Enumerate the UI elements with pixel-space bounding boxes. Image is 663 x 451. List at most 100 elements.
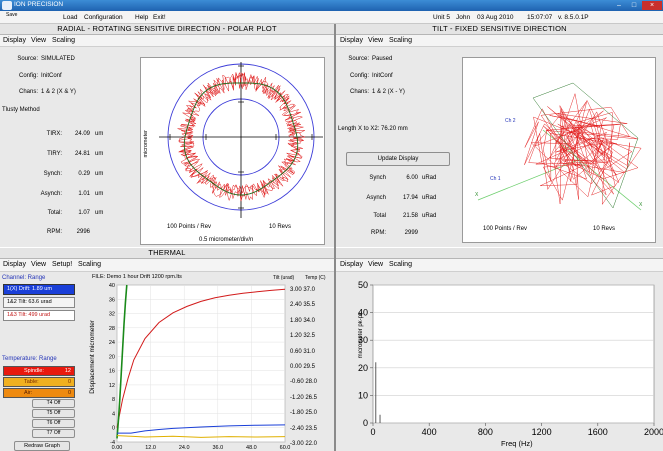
tilt-green-trace: [532, 82, 639, 209]
channel-2-button[interactable]: 1&2 Tilt: 63.6 urad: [3, 297, 75, 308]
tilt-row-label: Synch: [369, 175, 386, 181]
tilt-source-label: Source:: [348, 56, 369, 62]
thermal-chart-panel: FILE: Demo 1 hour Drift 1200 rpm.lts Til…: [88, 272, 334, 451]
temp-air[interactable]: Air: 0: [3, 388, 75, 398]
y-tick-label: 0: [363, 418, 368, 428]
radial-source: SIMULATED: [41, 56, 75, 62]
y-tick-label: 40: [358, 308, 368, 318]
window-title: ION PRECISION: [14, 1, 64, 8]
radial-menu-display[interactable]: Display: [3, 37, 26, 44]
menu-help[interactable]: Help: [135, 14, 149, 21]
tilt-menu: Display View Scaling: [336, 35, 663, 47]
minimize-icon[interactable]: –: [617, 2, 621, 9]
right-axis-label: 0.60 31.0: [290, 348, 316, 355]
menu-configuration[interactable]: Configuration: [84, 14, 123, 21]
vertical-divider[interactable]: [334, 24, 336, 451]
thermal-menu-display[interactable]: Display: [3, 261, 26, 268]
tilt-menu-scaling[interactable]: Scaling: [389, 37, 412, 44]
thermal-menu-setup[interactable]: Setup!: [52, 261, 73, 268]
channel-1-button[interactable]: 1(X) Drift: 1.89 um: [3, 284, 75, 295]
right-axis-label: -1.80 25.0: [290, 410, 318, 417]
tilt-plot-graphic: [477, 82, 642, 211]
right-axis-label: 1.80 34.0: [290, 317, 316, 324]
temp-table[interactable]: Table: 0: [3, 377, 75, 387]
maximize-icon[interactable]: □: [631, 2, 637, 9]
y-tick-label: 20: [358, 363, 368, 373]
tilt-urad-header: Tilt (urad): [273, 275, 295, 281]
thermal-menu-view[interactable]: View: [31, 261, 47, 268]
tilt-header: TILT - FIXED SENSITIVE DIRECTION: [336, 24, 663, 35]
tilt-row-unit: uRad: [422, 175, 437, 181]
polar-revs-label: 10 Revs: [269, 224, 292, 230]
tilt-row-value: 6.00: [406, 175, 418, 181]
radial-header: RADIAL - ROTATING SENSITIVE DIRECTION - …: [0, 24, 334, 35]
t5-off-button[interactable]: T5 Off: [32, 409, 75, 418]
thermal-file-label: FILE: Demo 1 hour Drift 1200 rpm.lts: [92, 274, 182, 280]
menu-exit[interactable]: Exit!: [153, 14, 166, 21]
radial-source-label: Source:: [17, 56, 38, 62]
series-line: [117, 424, 286, 434]
right-axis-label: -2.40 23.5: [290, 425, 318, 432]
series-line: [116, 435, 286, 438]
update-display-button[interactable]: Update Display: [346, 152, 450, 166]
series-line: [116, 288, 286, 428]
thermal-menu: Display View Setup! Scaling: [0, 259, 334, 272]
spectrum-menu-scaling[interactable]: Scaling: [389, 261, 412, 268]
radial-menu: Display View Scaling: [0, 35, 334, 47]
radial-menu-scaling[interactable]: Scaling: [52, 37, 75, 44]
spectrum-chart: 50 40 30 20 10 00 400 800 1200 1600 2000: [358, 280, 663, 437]
tilt-plot: Ch 1 Ch 2 X X 100 Points / Rev 10 Revs: [462, 57, 656, 243]
t6-off-button[interactable]: T6 Off: [32, 419, 75, 428]
y-tick-label: -4: [110, 440, 115, 446]
y-tick-label: 16: [109, 369, 115, 375]
menu-save[interactable]: Save: [6, 12, 18, 18]
spectrum-menu: Display View Scaling: [336, 259, 663, 272]
x-tick-label: 1200: [532, 427, 552, 437]
y-tick-label: 10: [358, 390, 368, 400]
y-tick-label: 36: [109, 297, 115, 303]
thermal-menu-scaling[interactable]: Scaling: [78, 261, 101, 268]
radial-row-label: Total:: [47, 210, 62, 216]
t7-off-button[interactable]: T7 Off: [32, 429, 75, 438]
radial-row-label: TIRY:: [47, 151, 62, 157]
menu-load[interactable]: Load: [63, 14, 78, 21]
tilt-row-unit: uRad: [422, 213, 437, 219]
channel-3-button[interactable]: 1&3 Tilt: 499 urad: [3, 310, 75, 321]
radial-row-value: 24.09: [74, 131, 90, 137]
tilt-menu-display[interactable]: Display: [340, 37, 363, 44]
y-tick-label: 50: [358, 280, 368, 290]
radial-chans: 1 & 2 (X & Y): [41, 89, 76, 95]
spectrum-menu-view[interactable]: View: [368, 261, 384, 268]
radial-row-unit: um: [95, 131, 104, 137]
radial-menu-view[interactable]: View: [31, 37, 47, 44]
x-tick-label: 400: [422, 427, 437, 437]
x-tick-label: 36.0: [212, 445, 223, 451]
status-unit: Unit 5: [433, 14, 450, 21]
polar-green-trace: [183, 82, 299, 196]
tilt-row-label: Asynch: [366, 195, 386, 201]
right-axis-label: -0.60 28.0: [290, 379, 318, 386]
spectrum-menu-display[interactable]: Display: [340, 261, 363, 268]
y-tick-label: 8: [112, 397, 115, 403]
y-tick-label: 40: [109, 283, 115, 289]
thermal-header: THERMAL: [0, 248, 334, 259]
redraw-graph-button[interactable]: Redraw Graph: [14, 441, 70, 451]
radial-row-unit: um: [95, 191, 104, 197]
x-tick-label: 0.00: [112, 445, 123, 451]
tilt-menu-view[interactable]: View: [368, 37, 384, 44]
right-axis-label: 2.40 35.5: [290, 302, 316, 309]
t4-off-button[interactable]: T4 Off: [32, 399, 75, 408]
radial-chans-label: Chans:: [18, 89, 38, 95]
temp-spindle[interactable]: Spindle: 12: [3, 366, 75, 376]
polar-scale-label: 0.5 micrometer/div/n: [199, 237, 254, 243]
tilt-chans: 1 & 2 (X - Y): [372, 89, 405, 95]
close-icon[interactable]: ×: [642, 1, 662, 10]
polar-plot-graphic: [159, 62, 323, 218]
status-time: 15:07:07: [527, 14, 553, 21]
temp-spindle-label: Spindle:: [24, 368, 44, 374]
radial-row-value: 2996: [76, 229, 90, 235]
temp-spindle-value: 12: [64, 368, 71, 374]
x-tick-label: 800: [478, 427, 493, 437]
